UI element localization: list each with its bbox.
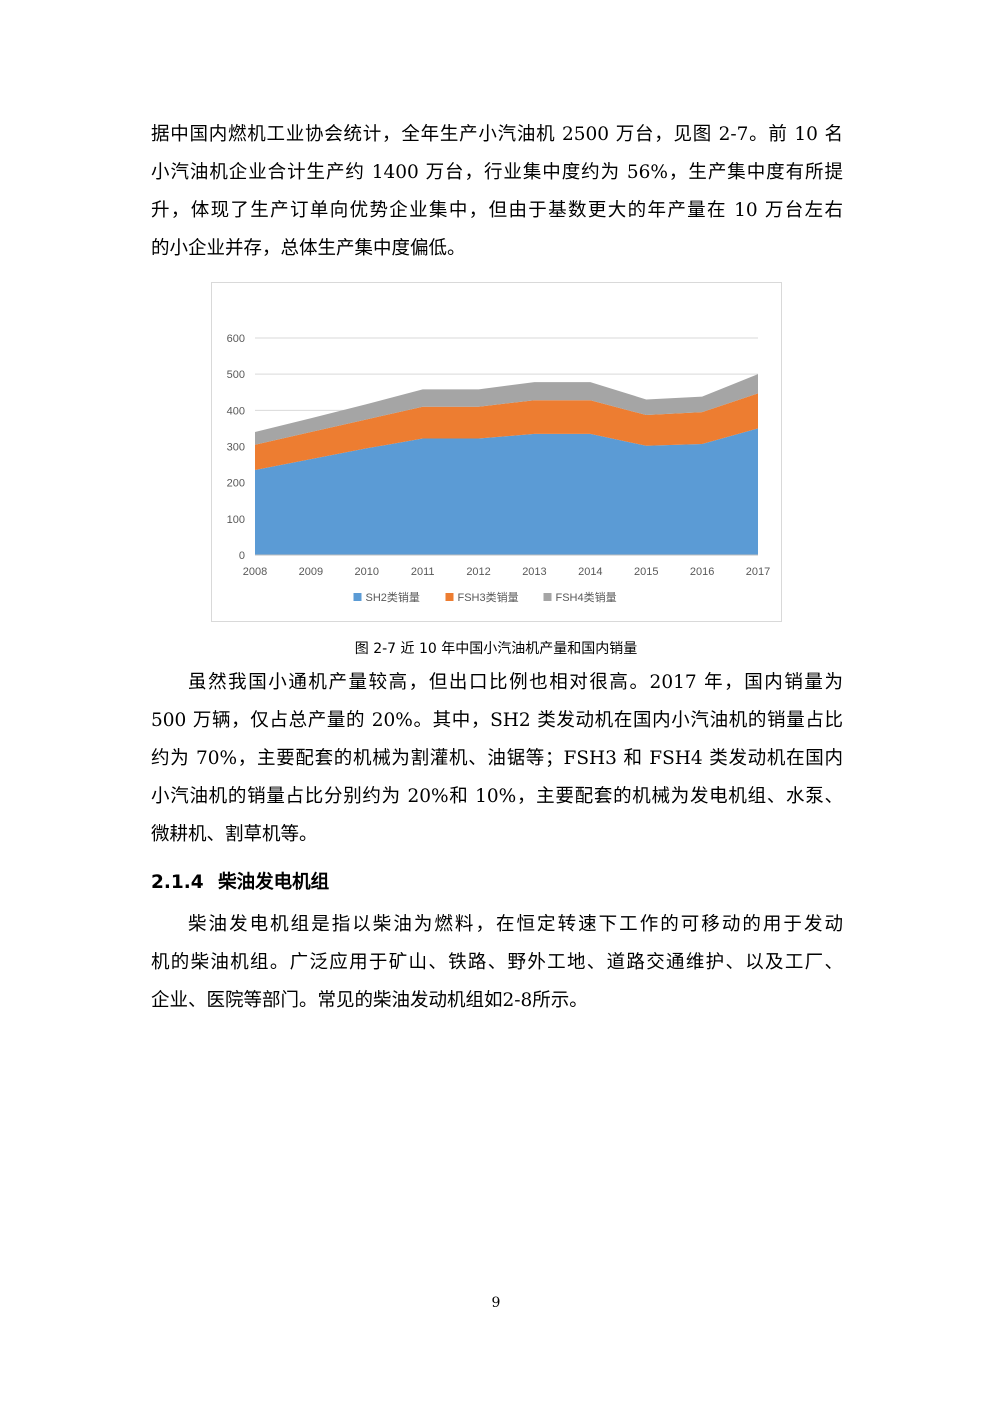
paragraph-line: 虽然我国小通机产量较高，但出口比例也相对很高。2017 年，国内销量为 [188,672,843,693]
y-tick-label: 500 [227,369,245,381]
paragraph-line: 微耕机、割草机等。 [151,824,318,845]
figure-2-7-chart: 0 100 200 300 400 500 600 2008 2009 2010 2011 2012 2… [211,282,782,622]
y-tick-label: 200 [227,478,245,490]
x-tick-label: 2009 [299,566,323,578]
legend-swatch [445,593,454,601]
stacked-area-chart: 0 100 200 300 400 500 600 2008 2009 2010 2011 2012 2… [227,333,771,604]
legend-label: FSH3类销量 [458,590,519,604]
legend-label: SH2类销量 [366,590,420,604]
paragraph-diesel-generators: 柴油发电机组是指以柴油为燃料，在恒定转速下工作的可移动的用于发动 机的柴油机组。… [151,906,843,1020]
x-tick-label: 2008 [243,566,267,578]
figure-caption: 图 2-7 近 10 年中国小汽油机产量和国内销量 [354,641,638,657]
x-tick-label: 2013 [522,566,546,578]
section-title: 柴油发电机组 [218,872,330,893]
x-tick-label: 2017 [746,566,770,578]
x-tick-label: 2016 [690,566,714,578]
paragraph-line: 企业、医院等部门。常见的柴油发动机组如2-8所示。 [151,990,588,1011]
page-number: 9 [491,1295,501,1311]
paragraph-line: 小汽油机的销量占比分别约为 20%和 10%，主要配套的机械为发电机组、水泵、 [151,786,843,807]
y-tick-label: 600 [227,333,245,345]
paragraph-line: 柴油发电机组是指以柴油为燃料，在恒定转速下工作的可移动的用于发动 [188,914,843,935]
x-tick-label: 2015 [634,566,658,578]
paragraph-domestic-sales: 虽然我国小通机产量较高，但出口比例也相对很高。2017 年，国内销量为 500 … [151,664,843,854]
paragraph-line: 约为 70%，主要配套的机械为割灌机、油锯等；FSH3 和 FSH4 类发动机在… [151,748,843,769]
y-tick-label: 0 [239,550,245,562]
legend-label: FSH4类销量 [556,590,617,604]
paragraph-line: 小汽油机企业合计生产约 1400 万台，行业集中度约为 56%，生产集中度有所提 [151,162,843,183]
y-tick-label: 300 [227,442,245,454]
y-tick-label: 400 [227,405,245,417]
paragraph-line: 升，体现了生产订单向优势企业集中，但由于基数更大的年产量在 10 万台左右 [151,200,843,221]
x-tick-label: 2010 [355,566,379,578]
area-series-SH2类销量 [255,428,758,555]
x-tick-label: 2012 [466,566,490,578]
section-heading: 2.1.4 柴油发电机组 [151,868,329,894]
paragraph-line: 据中国内燃机工业协会统计，全年生产小汽油机 2500 万台，见图 2-7。前 1… [151,124,843,145]
area-series-FSH4类销量 [255,374,758,445]
x-tick-label: 2014 [578,566,602,578]
x-tick-label: 2011 [411,566,435,578]
section-number: 2.1.4 [151,872,204,893]
paragraph-production-stats: 据中国内燃机工业协会统计，全年生产小汽油机 2500 万台，见图 2-7。前 1… [151,116,843,268]
y-tick-label: 100 [227,514,245,526]
paragraph-line: 的小企业并存，总体生产集中度偏低。 [151,238,466,259]
paragraph-line: 500 万辆，仅占总产量的 20%。其中，SH2 类发动机在国内小汽油机的销量占… [151,710,843,731]
legend-swatch [543,593,552,601]
legend-swatch [353,593,362,601]
area-series-FSH3类销量 [255,393,758,471]
paragraph-line: 机的柴油机组。广泛应用于矿山、铁路、野外工地、道路交通维护、以及工厂、 [151,952,843,973]
